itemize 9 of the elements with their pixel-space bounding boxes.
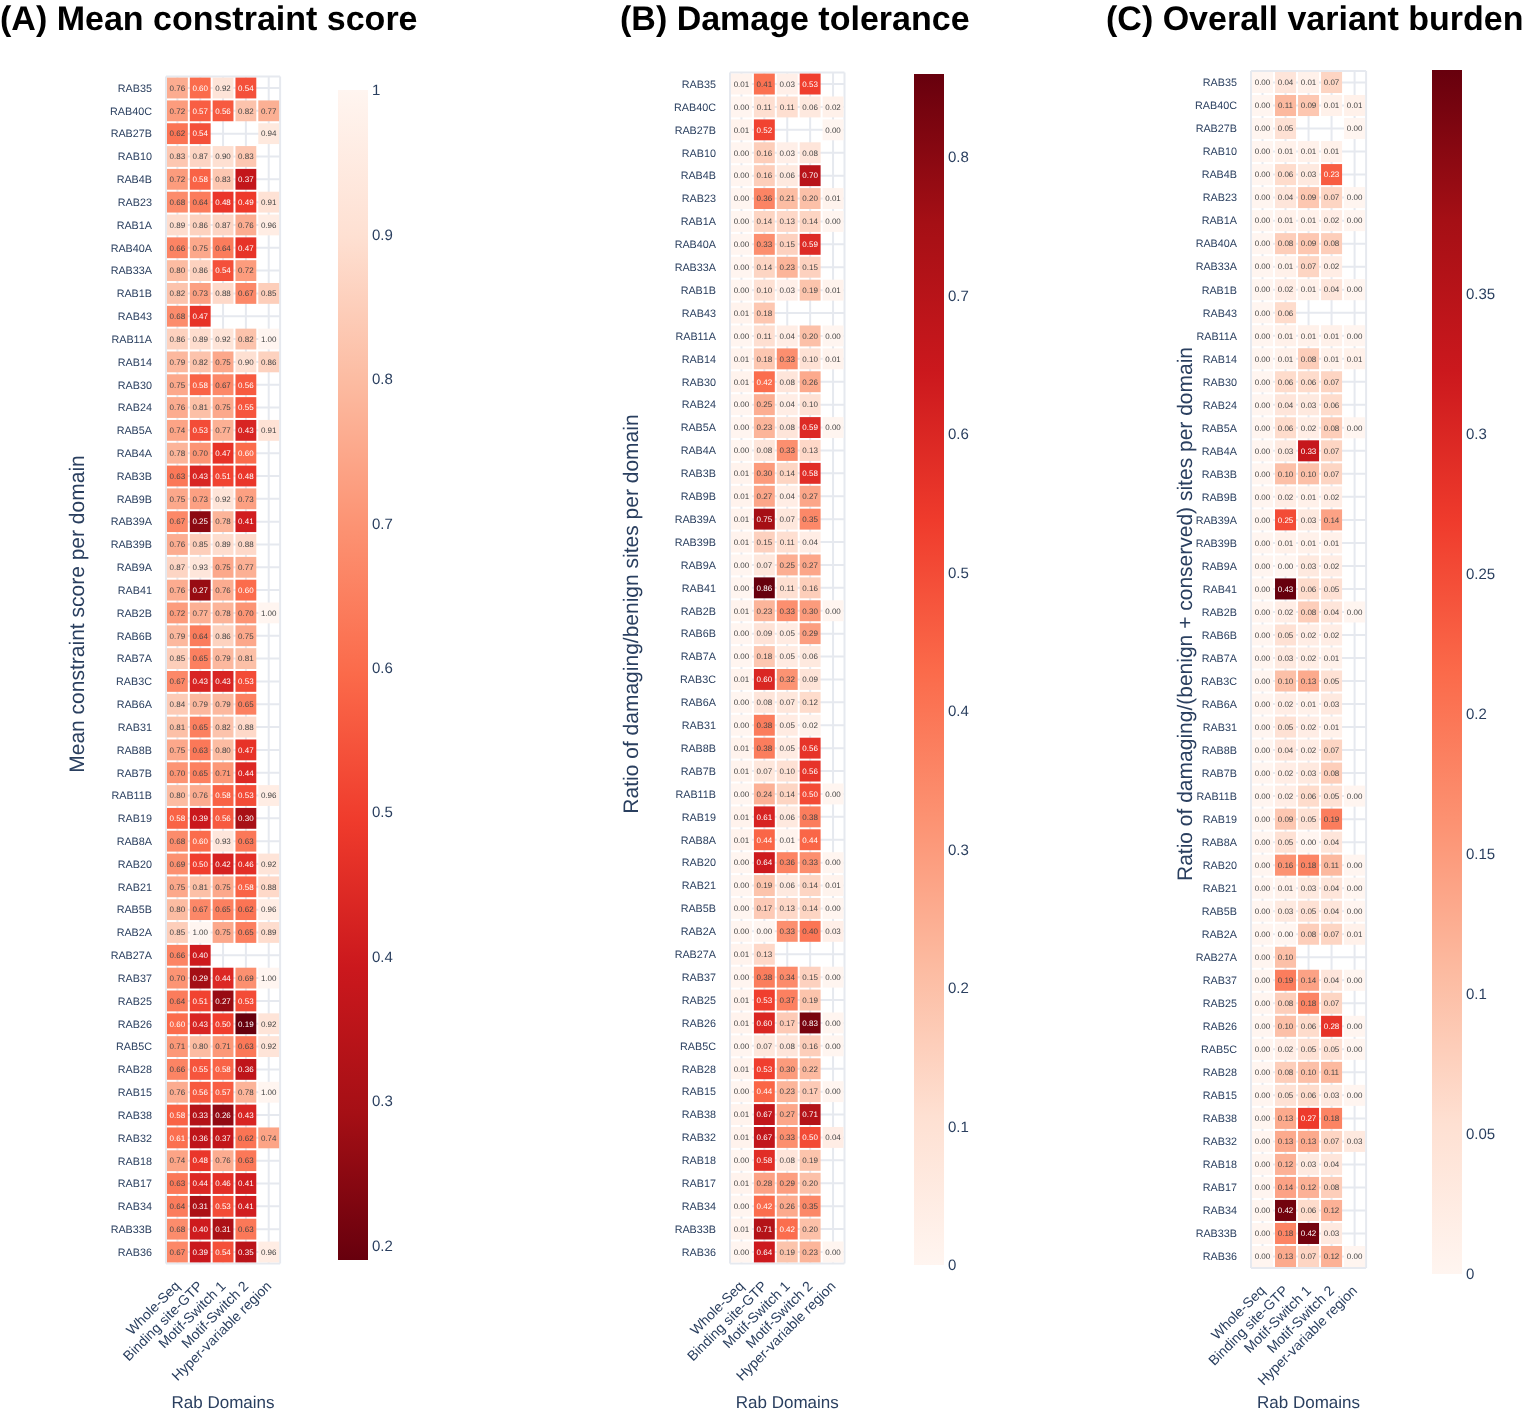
y-axis-title: Ratio of damaging/benign sites per domain xyxy=(620,414,644,814)
y-axis-title: Mean constraint score per domain xyxy=(65,455,89,773)
chart-title: (B) Damage tolerance xyxy=(620,0,970,40)
x-axis-title: Rab Domains xyxy=(1257,1392,1361,1412)
chart-title: (A) Mean constraint score xyxy=(0,0,418,40)
y-axis-title: Ratio of damaging/(benign + conserved) sites per domain xyxy=(1174,346,1198,882)
x-axis-title: Rab Domains xyxy=(735,1392,839,1412)
x-axis-title: Rab Domains xyxy=(171,1392,275,1412)
chart-title: (C) Overall variant burden xyxy=(1106,0,1524,40)
